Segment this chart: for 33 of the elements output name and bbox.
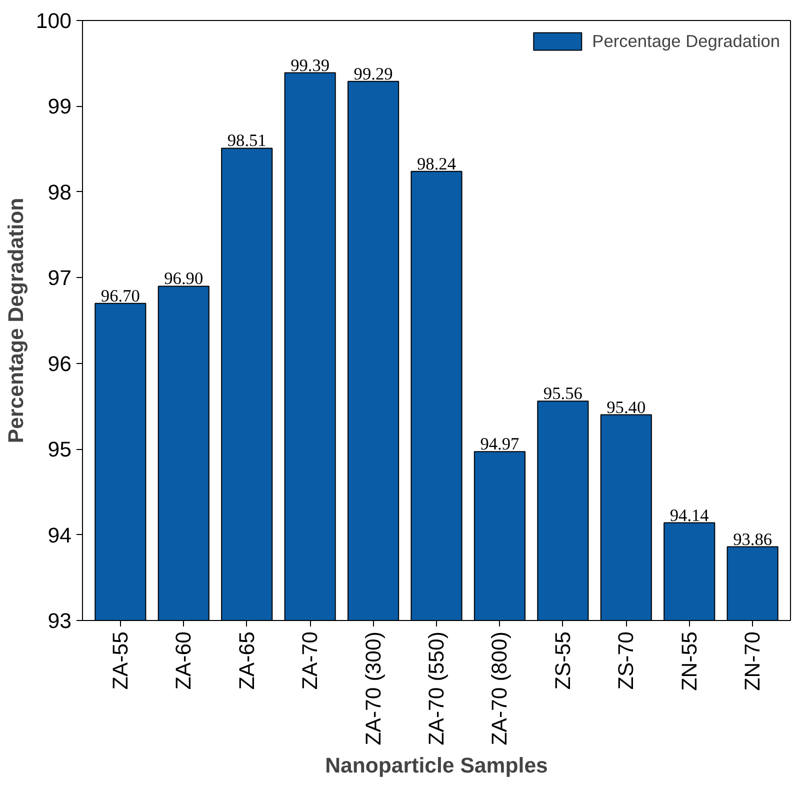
text: 93.86: [733, 530, 772, 549]
x-tick-label: ZA-70 (300): [361, 632, 386, 746]
y-tick-label: 97: [48, 266, 72, 290]
y-tick-label: 94: [48, 523, 72, 548]
x-tick-label: ZS-70: [614, 631, 638, 690]
text: 99.39: [290, 56, 330, 75]
text: 96.90: [164, 269, 204, 288]
y-tick-label: 95: [48, 438, 72, 462]
text: 95.56: [543, 384, 582, 404]
text: 99.29: [354, 64, 393, 84]
x-tick-label: ZN-55: [677, 631, 702, 691]
y-tick-label: 100: [36, 9, 72, 33]
text: 98.24: [417, 154, 456, 174]
text: 96.70: [100, 286, 140, 306]
legend-label: Percentage Degradation: [592, 30, 780, 52]
y-tick-label: 96: [48, 352, 72, 376]
x-tick-label: ZA-70 (550): [424, 632, 448, 746]
x-tick-label: ZS-55: [550, 631, 575, 690]
y-tick-label: 99: [48, 94, 72, 119]
x-tick-label: ZA-70: [298, 631, 322, 690]
x-axis-title: Nanoparticle Samples: [325, 753, 548, 778]
text: 94.14: [670, 506, 709, 525]
y-tick-label: 98: [48, 180, 72, 204]
text: 95.40: [606, 398, 646, 417]
text: 94.97: [480, 434, 520, 454]
x-tick-label: ZA-55: [108, 631, 132, 690]
x-tick-label: ZN-70: [740, 631, 765, 691]
x-tick-label: ZA-60: [172, 631, 196, 690]
y-tick-label: 93: [48, 609, 72, 633]
y-axis-title: Percentage Degradation: [4, 198, 28, 444]
x-tick-label: ZA-65: [234, 631, 259, 690]
x-tick-label: ZA-70 (800): [488, 632, 512, 746]
text: 98.51: [227, 131, 266, 150]
